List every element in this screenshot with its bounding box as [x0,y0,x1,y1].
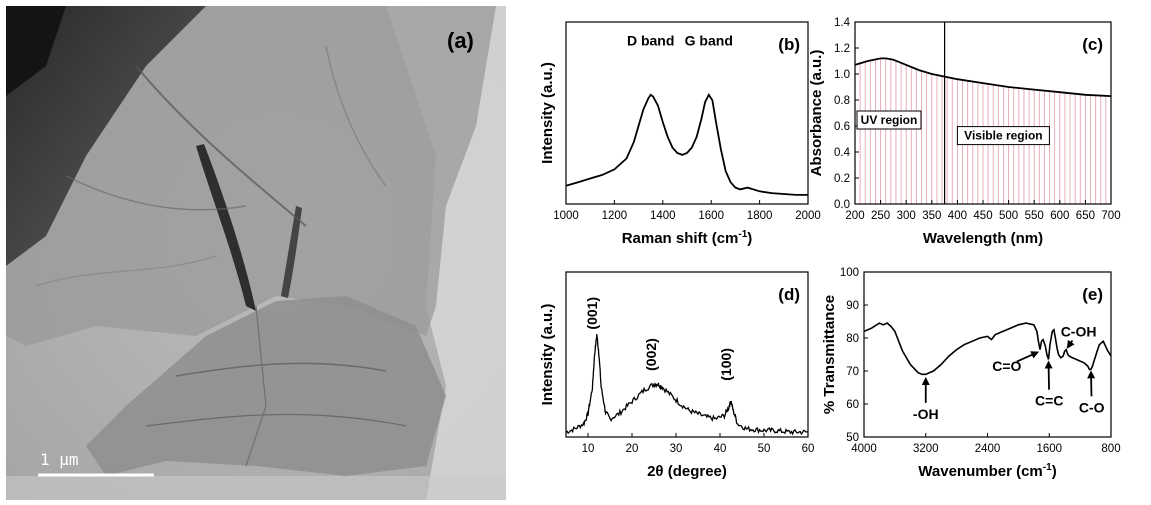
y-tick-label-e: 70 [846,366,859,378]
chart-e: 4000 3200 2400 1600 800 50 60 70 80 90 100 -OH C=O C=… [821,267,1121,480]
x-tick-label-c: 400 [948,210,967,222]
x-tick-label-d: 50 [758,443,771,455]
scale-bar-label: 1 µm [40,450,79,469]
x-axis-label-b: Raman shift (cm-1) [622,229,753,247]
band-label-e: -OH [913,406,939,422]
band-label-e: C=C [1035,393,1063,409]
band-label-e: C=O [992,358,1021,374]
panel-label-c: (c) [1082,35,1103,54]
x-tick-label-d: 30 [670,443,683,455]
y-tick-label-e: 60 [846,399,859,411]
x-tick-label-b: 1000 [553,210,579,222]
series-line-e [863,322,1112,376]
x-tick-label-e: 1600 [1036,443,1062,455]
peak-label-d: (002) [643,338,659,371]
x-tick-label-c: 650 [1076,210,1095,222]
peak-label-b: G band [685,33,733,49]
y-tick-label-e: 50 [846,432,859,444]
peak-label-d: (100) [718,348,734,381]
y-tick-label-c: 0.4 [834,147,851,159]
uv-region-box [856,110,922,130]
x-tick-label-e: 4000 [851,443,877,455]
x-tick-label-c: 550 [1025,210,1044,222]
x-tick-label-b: 1600 [698,210,724,222]
x-axis-label-c: Wavelength (nm) [923,230,1043,247]
plot-frame-d [565,271,809,438]
chart-c: 200 250 300 350 400 450 500 550 600 650 700 0.0 0.2 0… [808,17,1121,247]
y-axis-label-e: % Transmittance [821,295,838,414]
series-line-c [854,57,1112,97]
plot-frame-e [863,271,1112,438]
x-tick-label-d: 20 [626,443,639,455]
x-tick-label-b: 2000 [795,210,821,222]
y-tick-label-c: 0.0 [834,199,850,211]
visible-region-label: Visible region [964,129,1042,143]
panel-label-b: (b) [778,35,800,54]
y-tick-label-c: 1.4 [834,17,851,29]
y-axis-label-d: Intensity (a.u.) [539,304,556,406]
x-tick-label-d: 40 [714,443,727,455]
peak-label-d: (001) [584,297,600,330]
y-axis-label-c: Absorbance (a.u.) [808,50,825,177]
chart-b: 1000 1200 1400 1600 1800 2000 D band G band Rama… [539,21,821,247]
x-tick-label-c: 450 [973,210,992,222]
band-arrow-e [1044,360,1053,390]
panel-label-d: (d) [778,285,800,304]
plot-frame-b [565,21,809,205]
x-tick-label-c: 300 [897,210,916,222]
x-axis-label-e: Wavenumber (cm-1) [918,462,1056,480]
x-tick-label-e: 800 [1101,443,1120,455]
band-arrow-e [1016,351,1040,363]
panel-label-e: (e) [1082,285,1103,304]
tem-micrograph [6,6,506,500]
y-tick-label-c: 1.0 [834,69,850,81]
x-tick-label-c: 250 [871,210,890,222]
y-tick-label-e: 90 [846,300,859,312]
panel-label-a: (a) [447,28,474,53]
y-tick-label-c: 0.2 [834,173,850,185]
x-tick-label-c: 500 [999,210,1018,222]
series-line-d [565,334,809,436]
x-tick-label-c: 350 [922,210,941,222]
x-tick-label-c: 600 [1050,210,1069,222]
y-tick-label-e: 80 [846,333,859,345]
band-label-e: C-OH [1061,323,1097,339]
chart-d: 10 20 30 40 50 60 (001) (002) (100) 2θ (degree) In… [539,271,815,480]
x-tick-label-c: 200 [845,210,864,222]
band-label-e: C-O [1079,399,1105,415]
y-axis-label-b: Intensity (a.u.) [539,62,556,164]
y-tick-label-e: 100 [840,267,859,279]
x-tick-label-b: 1800 [747,210,773,222]
x-tick-label-d: 10 [582,443,595,455]
y-tick-label-c: 0.8 [834,95,850,107]
x-tick-label-d: 60 [802,443,815,455]
band-arrow-e [1066,339,1075,349]
visible-region-box [956,126,1050,146]
y-tick-label-c: 0.6 [834,121,850,133]
x-tick-label-b: 1400 [650,210,676,222]
x-tick-label-e: 2400 [975,443,1001,455]
peak-label-b: D band [627,33,674,49]
x-tick-label-b: 1200 [602,210,628,222]
x-tick-label-c: 700 [1101,210,1120,222]
y-tick-label-c: 1.2 [834,43,850,55]
x-tick-label-e: 3200 [913,443,939,455]
uv-region-label: UV region [861,113,918,127]
x-axis-label-d: 2θ (degree) [647,463,727,480]
series-line-b [565,93,808,196]
